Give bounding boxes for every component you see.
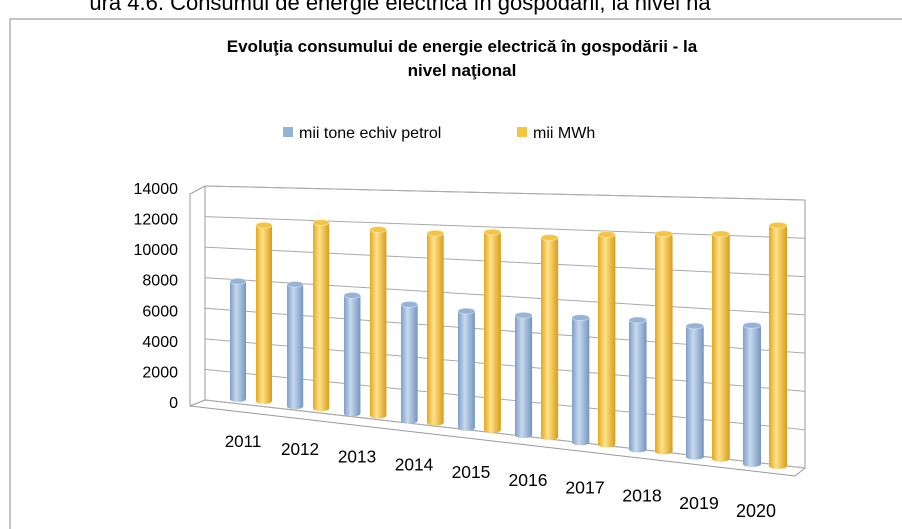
x-tick-label: 2019 [679,493,719,513]
bar [255,221,273,404]
bar-top [457,307,476,315]
y-tick-label: 10000 [134,242,179,259]
grid-line [204,368,806,431]
bar-top [400,300,419,308]
bar-body [686,325,704,460]
bar-top [742,321,762,329]
bar-top [654,230,674,238]
grid-line [204,185,806,201]
bar [483,228,502,433]
bar-body [541,237,559,441]
grid-line [204,307,806,354]
bar-body [401,304,418,424]
bar-body [515,315,533,439]
bar-top [514,311,533,319]
bar-body [313,222,330,412]
chart-title-text: Evoluţia consumului de energie electrică… [227,37,698,80]
y-tick-label: 2000 [142,364,178,381]
x-tick-label: 2011 [225,432,262,451]
bar [426,229,445,426]
x-tick-label: 2017 [565,478,604,498]
bar-top [571,314,590,322]
bar-top [255,221,273,229]
bar-body [370,229,387,419]
bar-top [711,230,731,238]
bar-body [769,225,787,469]
legend-swatch [283,127,293,137]
bar-body [287,284,304,410]
y-tick-label: 0 [169,395,178,412]
bar [768,221,788,469]
bar-body [230,281,246,402]
bar [540,234,559,441]
grid-line [204,277,806,316]
bar-body [427,233,444,426]
bar-body [484,232,501,433]
caption: ura 4.6. Consumul de energie electrică î… [89,0,711,15]
side-wall [189,185,206,407]
bar-top [685,322,705,330]
x-tick-label: 2012 [281,440,319,459]
bar [369,226,387,419]
floor [189,405,806,477]
x-tick-label: 2020 [736,501,776,521]
bar-body [712,233,730,462]
x-tick-label: 2016 [508,470,547,490]
bar [312,219,330,412]
bar [654,230,674,455]
bar-body [743,325,761,467]
y-tick-label: 4000 [142,334,178,351]
grid-line [204,399,806,469]
grid-line [204,216,806,239]
bar-body [256,225,272,404]
bar-body [458,311,475,431]
bar-top [312,219,330,227]
bar-body [629,319,647,453]
bar-top [768,221,788,229]
bar [229,277,247,402]
bar-body [572,317,590,446]
bar [711,230,731,462]
bar [286,280,304,410]
bar-top [628,316,648,324]
x-tick-label: 2015 [452,462,491,482]
bar-top [426,229,445,237]
x-tick-label: 2018 [622,485,662,505]
y-tick-label: 8000 [142,273,178,290]
bar [400,300,419,424]
legend-label: mii MWh [533,125,595,142]
bar [597,230,616,448]
bar-body [344,295,361,417]
bar [343,291,361,417]
grid-line [204,338,806,392]
bar [628,316,648,453]
bar-body [598,234,616,448]
y-tick-label: 12000 [134,212,179,229]
bar [571,314,590,446]
grid-line [204,246,806,278]
legend-swatch [517,127,527,137]
bar-top [229,277,247,285]
bar [685,322,705,460]
y-tick-label: 14000 [134,181,179,198]
bar [457,307,476,431]
legend-label: mii tone echiv petrol [299,125,441,142]
bar [514,311,533,439]
bar-top [597,230,616,238]
bar [742,321,762,467]
x-tick-label: 2013 [338,447,376,467]
bar-top [540,234,559,242]
bar-top [369,226,387,234]
bar-body [655,233,673,455]
bar-top [286,280,304,288]
y-tick-label: 6000 [142,303,178,320]
bar-top [343,291,361,299]
x-tick-label: 2014 [395,454,434,474]
bar-top [483,228,502,236]
